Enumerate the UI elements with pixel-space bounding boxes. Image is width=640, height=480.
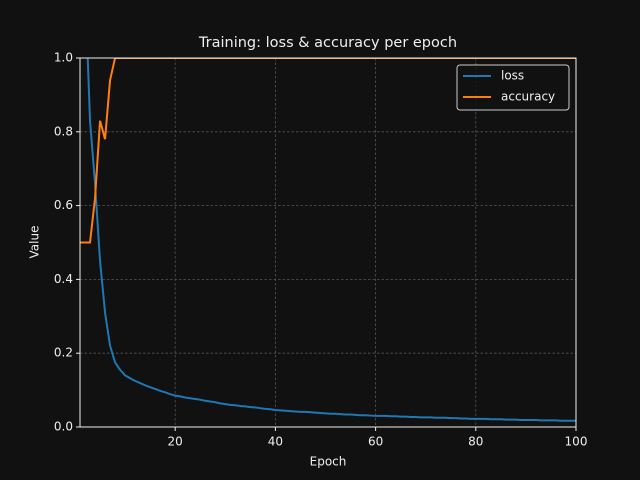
plot-frame — [79, 57, 577, 428]
x-axis-label: Epoch — [310, 455, 347, 469]
legend-label: loss — [501, 69, 524, 83]
chart-title: Training: loss & accuracy per epoch — [198, 35, 457, 51]
y-tick-label: 0.4 — [54, 272, 73, 286]
y-tick-label: 0.6 — [54, 198, 73, 212]
x-tick-label: 80 — [468, 435, 483, 449]
y-tick-label: 0.8 — [54, 124, 73, 138]
x-tick-label: 20 — [168, 435, 183, 449]
line-series — [86, 58, 576, 422]
y-tick-label: 0.0 — [54, 420, 73, 434]
x-tick-label: 60 — [368, 435, 383, 449]
y-axis-label: Value — [28, 226, 42, 259]
y-tick-label: 1.0 — [54, 51, 73, 65]
legend-label: accuracy — [501, 90, 555, 104]
y-tick-label: 0.2 — [54, 346, 73, 360]
plot-lines — [80, 58, 576, 422]
x-tick-label: 100 — [565, 435, 588, 449]
x-tick-label: 40 — [268, 435, 283, 449]
